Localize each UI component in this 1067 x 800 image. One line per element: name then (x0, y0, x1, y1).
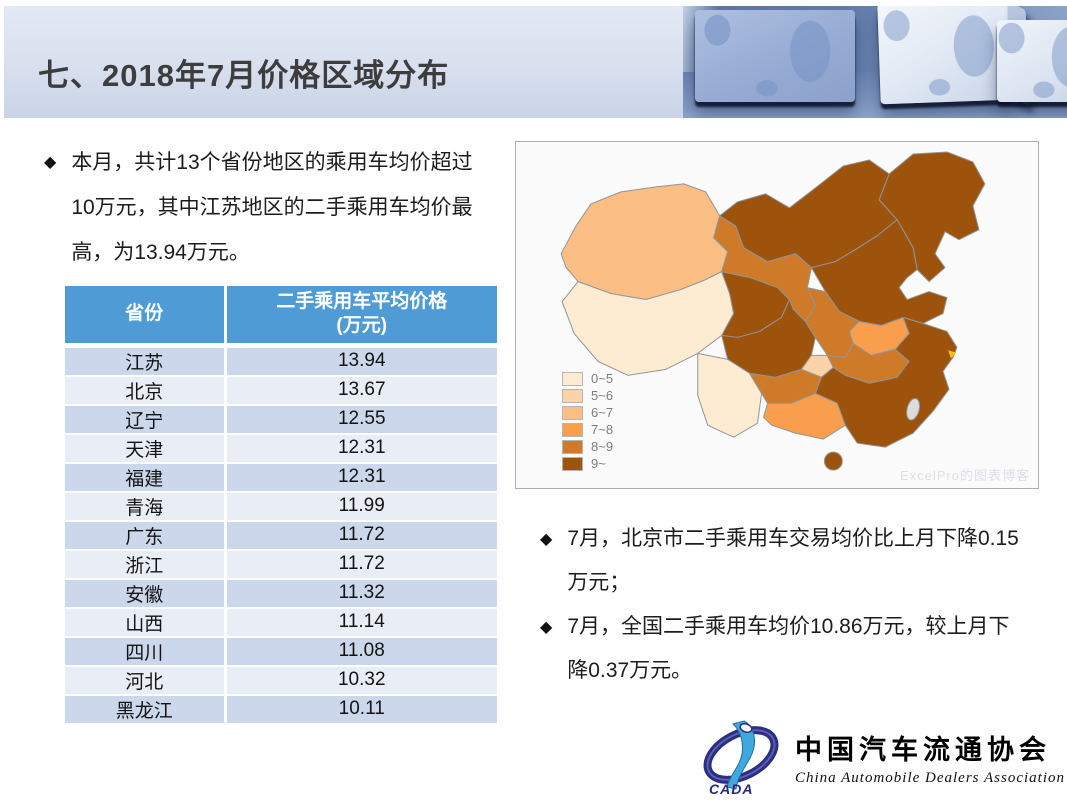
legend-swatch (562, 388, 583, 403)
legend-label: 7~8 (591, 422, 614, 437)
table-row: 青海 11.99 (65, 491, 497, 522)
price-cell: 13.94 (225, 345, 497, 377)
beijing-bullet: ◆ 7月，北京市二手乘用车交易均价比上月下降0.15万元； (540, 517, 1046, 605)
legend-label: 9~ (591, 456, 606, 471)
province-cell: 浙江 (65, 549, 227, 580)
province-cell: 黑龙江 (65, 694, 227, 725)
china-map-svg (560, 151, 986, 471)
table-row: 福建 12.31 (65, 462, 497, 493)
table-row: 河北 10.32 (65, 665, 497, 696)
legend-item: 5~6 (562, 387, 613, 404)
price-cell: 12.31 (225, 462, 497, 493)
table-row: 安徽 11.32 (65, 578, 497, 609)
price-cell: 11.14 (225, 607, 497, 638)
legend-item: 0~5 (562, 370, 613, 387)
table-row: 辽宁 12.55 (65, 404, 497, 435)
diamond-bullet-icon: ◆ (44, 154, 57, 171)
summary-bullet-text: 本月，共计13个省份地区的乘用车均价超过10万元，其中江苏地区的二手乘用车均价最… (71, 151, 473, 264)
right-bullets: ◆ 7月，北京市二手乘用车交易均价比上月下降0.15万元； ◆ 7月，全国二手乘… (540, 517, 1046, 693)
legend-swatch (562, 422, 583, 437)
legend-swatch (562, 439, 583, 454)
price-cell: 11.08 (225, 636, 497, 667)
province-cell: 山西 (65, 607, 227, 638)
region-hainan (823, 451, 843, 471)
province-cell: 福建 (65, 462, 227, 493)
price-cell: 11.72 (225, 549, 497, 580)
world-map-texture (997, 20, 1067, 102)
header-band: 七、2018年7月价格区域分布 (4, 6, 1067, 118)
table-header-row: 省份 二手乘用车平均价格 (万元) (65, 286, 497, 345)
price-cell: 13.67 (225, 375, 497, 406)
price-cell: 11.99 (225, 491, 497, 522)
legend-item: 8~9 (562, 438, 613, 455)
province-cell: 广东 (65, 520, 227, 551)
province-cell: 辽宁 (65, 404, 227, 435)
table-row: 四川 11.08 (65, 636, 497, 667)
price-table: 省份 二手乘用车平均价格 (万元) 江苏 13.94 北京 13.67 (65, 286, 497, 725)
price-cell: 11.32 (225, 578, 497, 609)
column-header-price-line1: 二手乘用车平均价格 (276, 291, 448, 313)
column-header-province: 省份 (65, 286, 227, 345)
province-cell: 四川 (65, 636, 227, 667)
price-cell: 10.11 (225, 694, 497, 725)
cube-left (695, 10, 855, 102)
diamond-bullet-icon: ◆ (540, 531, 553, 548)
cube-center (877, 6, 1029, 106)
org-text: 中国汽车流通协会 China Automobile Dealers Associ… (795, 728, 1065, 787)
china-price-map: 0~5 5~6 6~7 7~8 (515, 141, 1039, 489)
org-name-english: China Automobile Dealers Association (794, 769, 1065, 786)
summary-bullet: ◆ 本月，共计13个省份地区的乘用车均价超过10万元，其中江苏地区的二手乘用车均… (44, 140, 496, 275)
world-map-texture (695, 10, 855, 102)
org-name-chinese: 中国汽车流通协会 (794, 734, 1051, 765)
cada-logo: CADA 中国汽车流通协会 China Automobile Dealers A… (695, 718, 1065, 796)
cada-acronym: CADA (709, 781, 753, 796)
legend-label: 6~7 (591, 405, 614, 420)
region-guangxi (763, 392, 846, 440)
legend-label: 0~5 (591, 371, 614, 386)
province-cell: 青海 (65, 491, 227, 522)
province-cell: 天津 (65, 433, 227, 464)
page-title: 七、2018年7月价格区域分布 (38, 58, 450, 93)
cube-right (997, 20, 1067, 102)
national-bullet: ◆ 7月，全国二手乘用车均价10.86万元，较上月下降0.37万元。 (540, 605, 1046, 693)
legend-label: 5~6 (591, 388, 614, 403)
price-cell: 11.72 (225, 520, 497, 551)
province-cell: 北京 (65, 375, 227, 406)
legend-item: 9~ (562, 455, 613, 472)
legend-label: 8~9 (591, 439, 614, 454)
legend-swatch (562, 456, 583, 471)
marker-shanghai (948, 350, 956, 359)
table-row: 江苏 13.94 (65, 345, 497, 377)
table-row: 天津 12.31 (65, 433, 497, 464)
column-header-price: 二手乘用车平均价格 (万元) (225, 286, 497, 345)
table-row: 黑龙江 10.11 (65, 694, 497, 725)
price-cell: 12.55 (225, 404, 497, 435)
province-cell: 河北 (65, 665, 227, 696)
map-watermark: ExcelPro的图表博客 (899, 468, 1030, 483)
price-cell: 10.32 (225, 665, 497, 696)
province-cell: 江苏 (65, 345, 227, 377)
legend-item: 6~7 (562, 404, 613, 421)
column-header-price-line2: (万元) (336, 315, 388, 337)
world-map-texture (877, 6, 1013, 105)
header-decoration-cubes (683, 6, 1067, 118)
map-legend: 0~5 5~6 6~7 7~8 (562, 370, 613, 472)
national-bullet-text: 7月，全国二手乘用车均价10.86万元，较上月下降0.37万元。 (567, 615, 1010, 682)
region-yunnan (697, 352, 763, 438)
legend-swatch (562, 371, 583, 386)
diamond-bullet-icon: ◆ (540, 619, 553, 636)
price-cell: 12.31 (225, 433, 497, 464)
table-row: 山西 11.14 (65, 607, 497, 638)
beijing-bullet-text: 7月，北京市二手乘用车交易均价比上月下降0.15万元； (567, 527, 1019, 594)
legend-item: 7~8 (562, 421, 613, 438)
legend-swatch (562, 405, 583, 420)
province-cell: 安徽 (65, 578, 227, 609)
region-taiwan (906, 398, 921, 421)
table-row: 浙江 11.72 (65, 549, 497, 580)
table-row: 北京 13.67 (65, 375, 497, 406)
table-row: 广东 11.72 (65, 520, 497, 551)
cada-emblem-icon: CADA (703, 720, 779, 796)
